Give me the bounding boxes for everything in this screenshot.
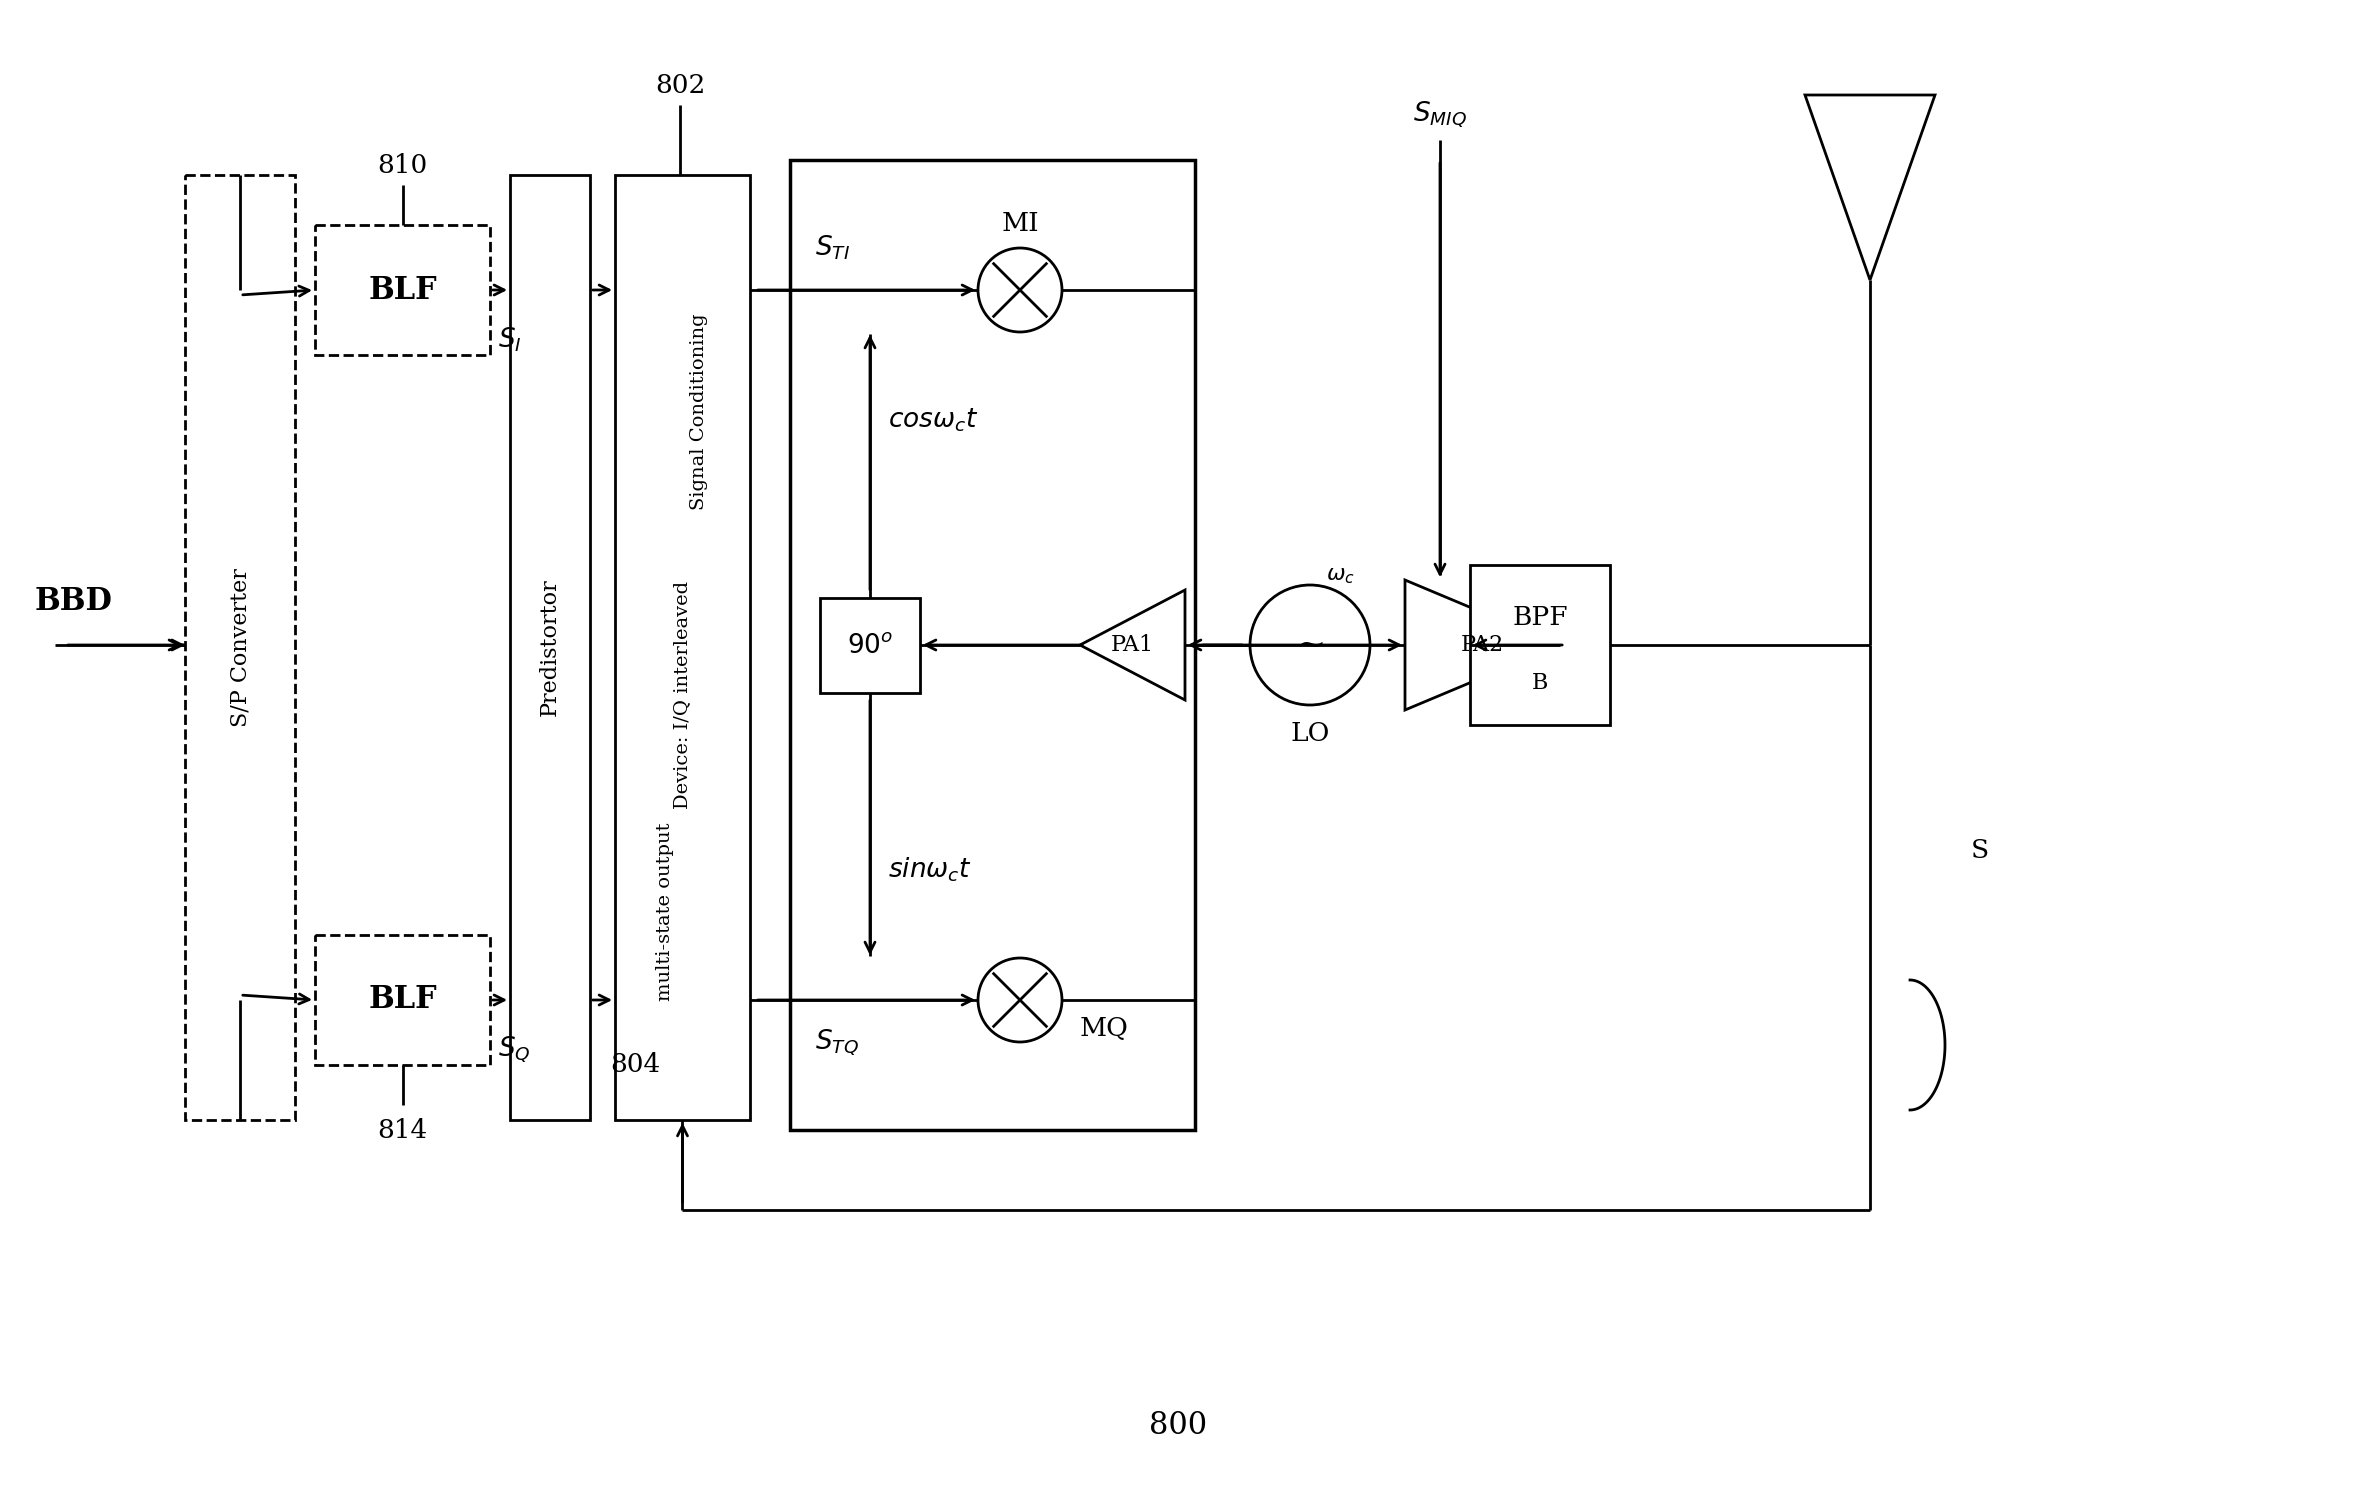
Bar xyxy=(316,225,490,355)
Text: 802: 802 xyxy=(655,73,704,97)
Text: 800: 800 xyxy=(1150,1410,1206,1441)
Text: $S_I$: $S_I$ xyxy=(497,325,521,353)
Text: BLF: BLF xyxy=(368,274,436,305)
Text: $90^o$: $90^o$ xyxy=(846,632,893,657)
Text: $S_Q$: $S_Q$ xyxy=(497,1036,530,1065)
Bar xyxy=(509,174,589,1120)
Text: B: B xyxy=(1531,672,1548,694)
Circle shape xyxy=(1251,586,1369,705)
Text: BPF: BPF xyxy=(1513,605,1567,629)
Circle shape xyxy=(978,958,1063,1042)
Polygon shape xyxy=(1805,95,1934,280)
Text: BBD: BBD xyxy=(35,586,113,617)
Text: Predistortor: Predistortor xyxy=(540,578,561,717)
Text: S: S xyxy=(1972,837,1988,863)
Text: PA2: PA2 xyxy=(1461,635,1503,656)
Text: BLF: BLF xyxy=(368,985,436,1016)
Bar xyxy=(186,174,294,1120)
Text: $S_{MIQ}$: $S_{MIQ}$ xyxy=(1414,100,1468,130)
Text: $sin\omega_c t$: $sin\omega_c t$ xyxy=(888,855,973,884)
Text: PA1: PA1 xyxy=(1112,635,1154,656)
Text: MI: MI xyxy=(1001,210,1039,235)
Polygon shape xyxy=(1079,590,1185,700)
Text: ~: ~ xyxy=(1296,627,1324,662)
Text: S/P Converter: S/P Converter xyxy=(229,568,252,727)
Text: $cos\omega_c t$: $cos\omega_c t$ xyxy=(888,407,978,434)
Text: multi-state output: multi-state output xyxy=(657,822,674,1001)
Text: MQ: MQ xyxy=(1079,1016,1129,1040)
Bar xyxy=(316,936,490,1065)
Bar xyxy=(820,597,919,693)
Bar xyxy=(615,174,749,1120)
Text: 814: 814 xyxy=(377,1118,429,1143)
Text: LO: LO xyxy=(1291,721,1329,745)
Bar xyxy=(1470,565,1609,726)
Polygon shape xyxy=(1404,580,1560,711)
Text: Device: I/Q interleaved: Device: I/Q interleaved xyxy=(674,581,693,809)
Text: 804: 804 xyxy=(610,1052,660,1077)
Text: 810: 810 xyxy=(377,152,429,177)
Bar xyxy=(789,159,1194,1129)
Text: $S_{TQ}$: $S_{TQ}$ xyxy=(815,1028,860,1058)
Text: $S_{TI}$: $S_{TI}$ xyxy=(815,234,851,262)
Text: $\omega_c$: $\omega_c$ xyxy=(1326,565,1355,586)
Circle shape xyxy=(978,247,1063,332)
Text: Signal Conditioning: Signal Conditioning xyxy=(690,313,709,510)
